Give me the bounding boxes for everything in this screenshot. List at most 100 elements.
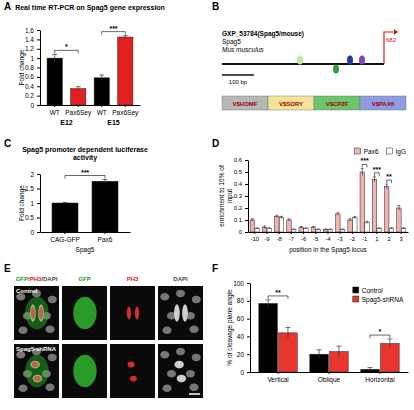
panel-letter: A: [4, 1, 11, 12]
tick-mark: [247, 319, 250, 320]
error-bar: [300, 227, 303, 228]
significance-bracket: [55, 50, 79, 53]
promoter-diagram: GXP_53784(Spag5/mouse)Spag5Mus musculus6…: [222, 29, 406, 110]
tick-mark: [279, 232, 280, 234]
tick-label: -7: [289, 236, 295, 242]
site-box: [314, 96, 360, 110]
nucleus: [186, 370, 195, 378]
y-axis-line: [40, 31, 41, 106]
legend-label: IgG: [396, 148, 406, 156]
panel-letter: F: [212, 263, 218, 274]
ph3-signal: [39, 307, 43, 320]
micrograph: [110, 344, 155, 398]
y-axis-line: [40, 175, 41, 233]
error-bar: [304, 228, 307, 229]
y-tick: 0: [239, 229, 248, 235]
tick-mark: [247, 336, 250, 337]
text-line: % of cleavage plane angle: [226, 289, 234, 366]
error-bar: [387, 339, 392, 348]
nucleus: [46, 383, 55, 391]
tick-label: 20: [237, 351, 245, 358]
tick-label: 0.3: [234, 193, 243, 199]
y-tick: 0: [240, 369, 250, 376]
panel-letter: B: [212, 1, 219, 12]
error-bar: [288, 219, 291, 221]
micrograph: [158, 344, 203, 398]
tick-mark: [245, 172, 248, 173]
y-axis-title: Fold change: [18, 49, 26, 85]
bar: [292, 230, 296, 232]
significance-label: ***: [81, 169, 89, 176]
micrograph: Spag5-shRNA: [14, 344, 59, 398]
tick-label: Pax6Sey: [65, 109, 92, 117]
panel-letter: C: [4, 138, 11, 149]
legend-label: Pax6: [364, 148, 379, 155]
tick-mark: [37, 174, 40, 175]
error-bar: [385, 184, 388, 189]
site-box: [222, 96, 268, 110]
y-tick: 1.4: [25, 36, 40, 43]
y-tick: 1: [30, 55, 40, 62]
bar: [255, 228, 259, 232]
error-bar: [341, 229, 344, 230]
text-line: activity: [73, 154, 97, 162]
legend-item: Control: [353, 287, 384, 294]
y-axis-line: [250, 284, 251, 373]
plot-marks: [47, 36, 133, 105]
column-header: DAPI: [173, 276, 188, 282]
x-tick: -1: [362, 232, 368, 242]
error-bar: [285, 328, 290, 339]
y-axis-title: Fold change: [18, 185, 26, 221]
text-line: Real time RT-PCR on Spag5 gene expressio…: [15, 4, 165, 12]
y-tick: 0.6: [234, 157, 248, 163]
tick-label: 1.6: [25, 27, 34, 34]
gfp-cell: [73, 297, 96, 329]
tick-mark: [247, 354, 250, 355]
scale-bar: [222, 74, 254, 76]
x-tick: Pax6Sey: [65, 105, 92, 117]
error-bar: [251, 219, 254, 221]
site-box: [360, 96, 406, 110]
scale-label: 100 bp: [229, 79, 248, 85]
error-bar: [275, 215, 278, 217]
x-axis-line: [41, 105, 141, 106]
legend-label: Spag5-shRNA: [362, 296, 404, 304]
tick-mark: [254, 232, 255, 234]
y-axis-title: % of cleavage plane angle: [226, 289, 234, 366]
image-background: [158, 286, 203, 340]
text-line: input: [226, 189, 234, 203]
site-label: V$SORY: [279, 101, 303, 107]
error-bar: [361, 168, 364, 175]
chart-panel: 020406080100VerticalObliqueHorizontal***…: [226, 280, 409, 384]
x-axis-line: [249, 232, 409, 233]
bar: [279, 333, 298, 372]
tick-label: 1: [375, 236, 379, 242]
tick-mark: [247, 301, 250, 302]
y-tick: 0.5: [234, 169, 248, 175]
image-background: [14, 286, 59, 340]
legend-swatch: [387, 148, 393, 154]
tick-label: 0: [239, 229, 243, 235]
x-tick: Pax6Sey: [112, 105, 139, 117]
tick-label: WT: [97, 109, 107, 116]
ph3-signal: [127, 307, 131, 320]
bar: [299, 227, 303, 232]
micrograph: [62, 344, 107, 398]
bar: [94, 78, 109, 105]
error-bar: [63, 202, 68, 203]
y-tick: 1: [30, 200, 40, 207]
tick-label: WT: [50, 109, 60, 116]
nucleus: [163, 384, 172, 392]
tick-mark: [37, 49, 40, 50]
y-tick: 0.2: [234, 205, 248, 211]
error-bar: [353, 216, 356, 218]
tss-arrowhead: [394, 29, 398, 35]
species: Mus musculus: [222, 46, 264, 53]
ph3-signal: [34, 376, 41, 382]
nucleus: [19, 326, 28, 334]
tick-label: 0.8: [25, 64, 34, 71]
x-tick: 1: [375, 232, 379, 242]
error-bar: [366, 221, 369, 223]
tick-label: -4: [325, 236, 331, 242]
error-bar: [256, 228, 259, 229]
